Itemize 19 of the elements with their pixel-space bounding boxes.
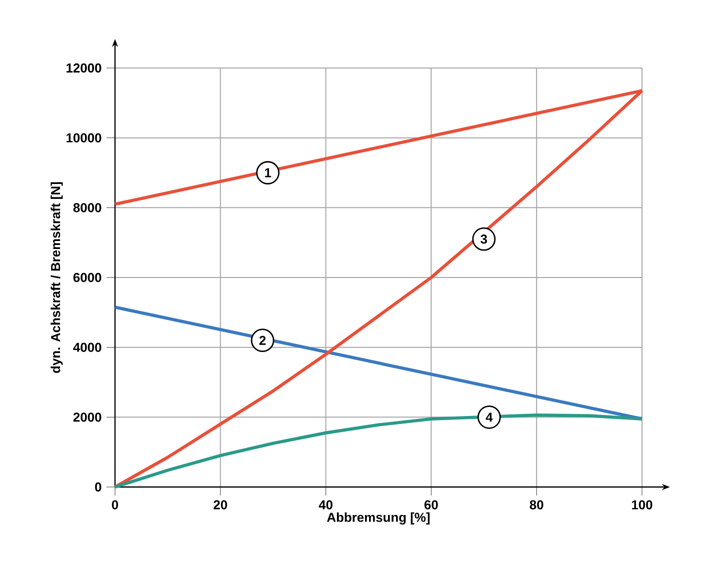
annotation: 1 <box>265 168 272 178</box>
y-tick-label: 4000 <box>73 342 102 352</box>
y-tick-label: 0 <box>95 482 102 492</box>
x-tick-label: 60 <box>424 500 438 510</box>
y-tick-label: 10000 <box>66 133 102 142</box>
x-axis-title: Abbremsung [%] <box>327 512 430 525</box>
y-tick-label: 12000 <box>66 63 102 73</box>
annotation: 4 <box>486 412 493 422</box>
x-tick-label: 100 <box>632 500 652 510</box>
x-tick-label: 20 <box>214 500 228 510</box>
y-tick-label: 2000 <box>73 412 102 422</box>
y-tick-label: 6000 <box>73 272 102 282</box>
y-tick-label: 8000 <box>73 203 102 212</box>
x-tick-label: 0 <box>112 500 118 510</box>
y-axis-title: dyn. Achskraft / Bremskraft [N] <box>50 182 63 373</box>
annotation: 3 <box>480 234 488 244</box>
x-tick-label: 40 <box>318 500 332 510</box>
annotation: 2 <box>259 336 266 345</box>
x-tick-label: 80 <box>530 500 544 510</box>
